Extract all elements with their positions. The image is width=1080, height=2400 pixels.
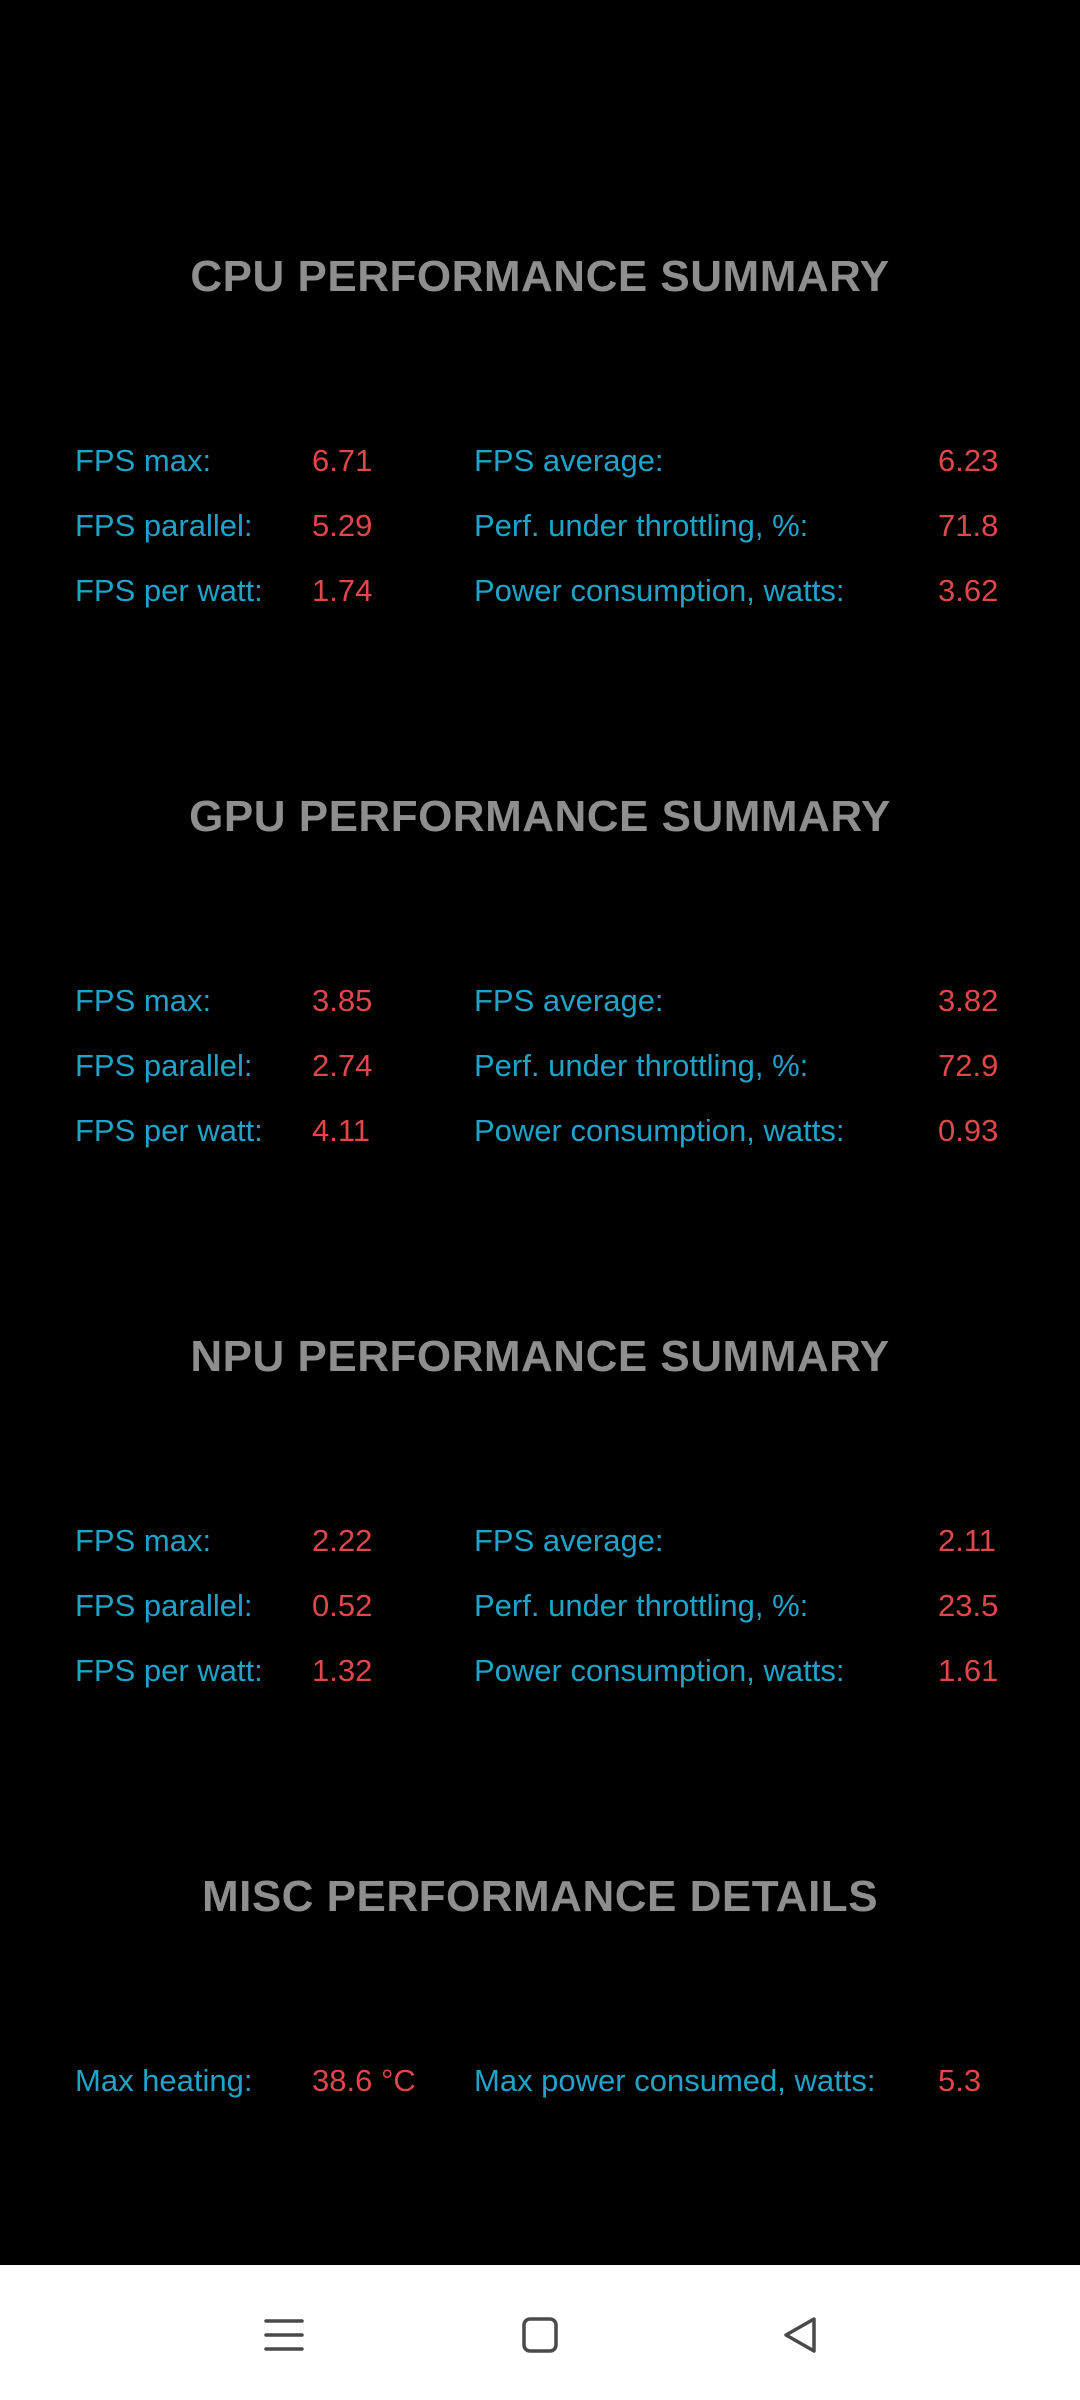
npu-power-consumption-label: Power consumption, watts: xyxy=(474,1653,845,1688)
recent-apps-button[interactable] xyxy=(244,2295,324,2375)
gpu-fps-parallel-value: 2.74 xyxy=(312,1048,373,1083)
gpu-power-consumption-value: 0.93 xyxy=(938,1113,999,1148)
npu-power-consumption-value: 1.61 xyxy=(938,1653,999,1688)
npu-throttling-value: 23.5 xyxy=(938,1588,999,1623)
back-triangle-icon xyxy=(784,2317,816,2353)
max-heating-label: Max heating: xyxy=(75,2063,253,2098)
cpu-fps-parallel-label: FPS parallel: xyxy=(75,508,253,543)
menu-icon xyxy=(264,2319,304,2351)
gpu-fps-per-watt-label: FPS per watt: xyxy=(75,1113,263,1148)
home-button[interactable] xyxy=(500,2295,580,2375)
max-power-consumed-value: 5.3 xyxy=(938,2063,982,2098)
gpu-fps-average-value: 3.82 xyxy=(938,983,999,1018)
max-heating-value: 38.6 °C xyxy=(312,2063,416,2098)
npu-fps-per-watt-value: 1.32 xyxy=(312,1653,373,1688)
gpu-fps-parallel-label: FPS parallel: xyxy=(75,1048,253,1083)
npu-throttling-label: Perf. under throttling, %: xyxy=(474,1588,809,1623)
gpu-section-title: GPU PERFORMANCE SUMMARY xyxy=(189,792,891,841)
npu-fps-average-label: FPS average: xyxy=(474,1523,664,1558)
cpu-fps-per-watt-label: FPS per watt: xyxy=(75,573,263,608)
cpu-section-title: CPU PERFORMANCE SUMMARY xyxy=(190,252,890,301)
npu-fps-parallel-value: 0.52 xyxy=(312,1588,373,1623)
gpu-fps-max-value: 3.85 xyxy=(312,983,373,1018)
gpu-fps-per-watt-value: 4.11 xyxy=(312,1113,371,1148)
npu-section-title: NPU PERFORMANCE SUMMARY xyxy=(190,1332,890,1381)
gpu-throttling-value: 72.9 xyxy=(938,1048,999,1083)
npu-fps-max-label: FPS max: xyxy=(75,1523,212,1558)
max-power-consumed-label: Max power consumed, watts: xyxy=(474,2063,876,2098)
cpu-throttling-value: 71.8 xyxy=(938,508,999,543)
npu-fps-max-value: 2.22 xyxy=(312,1523,373,1558)
home-square-icon xyxy=(522,2317,558,2353)
cpu-fps-average-label: FPS average: xyxy=(474,443,664,478)
system-navigation-bar xyxy=(0,2265,1080,2400)
npu-fps-per-watt-label: FPS per watt: xyxy=(75,1653,263,1688)
cpu-throttling-label: Perf. under throttling, %: xyxy=(474,508,809,543)
back-button[interactable] xyxy=(760,2295,840,2375)
cpu-power-consumption-label: Power consumption, watts: xyxy=(474,573,845,608)
cpu-fps-average-value: 6.23 xyxy=(938,443,999,478)
cpu-fps-per-watt-value: 1.74 xyxy=(312,573,373,608)
npu-fps-average-value: 2.11 xyxy=(938,1523,997,1558)
gpu-power-consumption-label: Power consumption, watts: xyxy=(474,1113,845,1148)
cpu-fps-max-label: FPS max: xyxy=(75,443,212,478)
cpu-power-consumption-value: 3.62 xyxy=(938,573,999,608)
misc-section-title: MISC PERFORMANCE DETAILS xyxy=(201,1872,879,1921)
cpu-fps-max-value: 6.71 xyxy=(312,443,373,478)
gpu-throttling-label: Perf. under throttling, %: xyxy=(474,1048,809,1083)
npu-fps-parallel-label: FPS parallel: xyxy=(75,1588,253,1623)
cpu-fps-parallel-value: 5.29 xyxy=(312,508,373,543)
benchmark-results-screen: CPU PERFORMANCE SUMMARY FPS max: 6.71 FP… xyxy=(75,252,999,2098)
gpu-fps-max-label: FPS max: xyxy=(75,983,212,1018)
gpu-fps-average-label: FPS average: xyxy=(474,983,664,1018)
